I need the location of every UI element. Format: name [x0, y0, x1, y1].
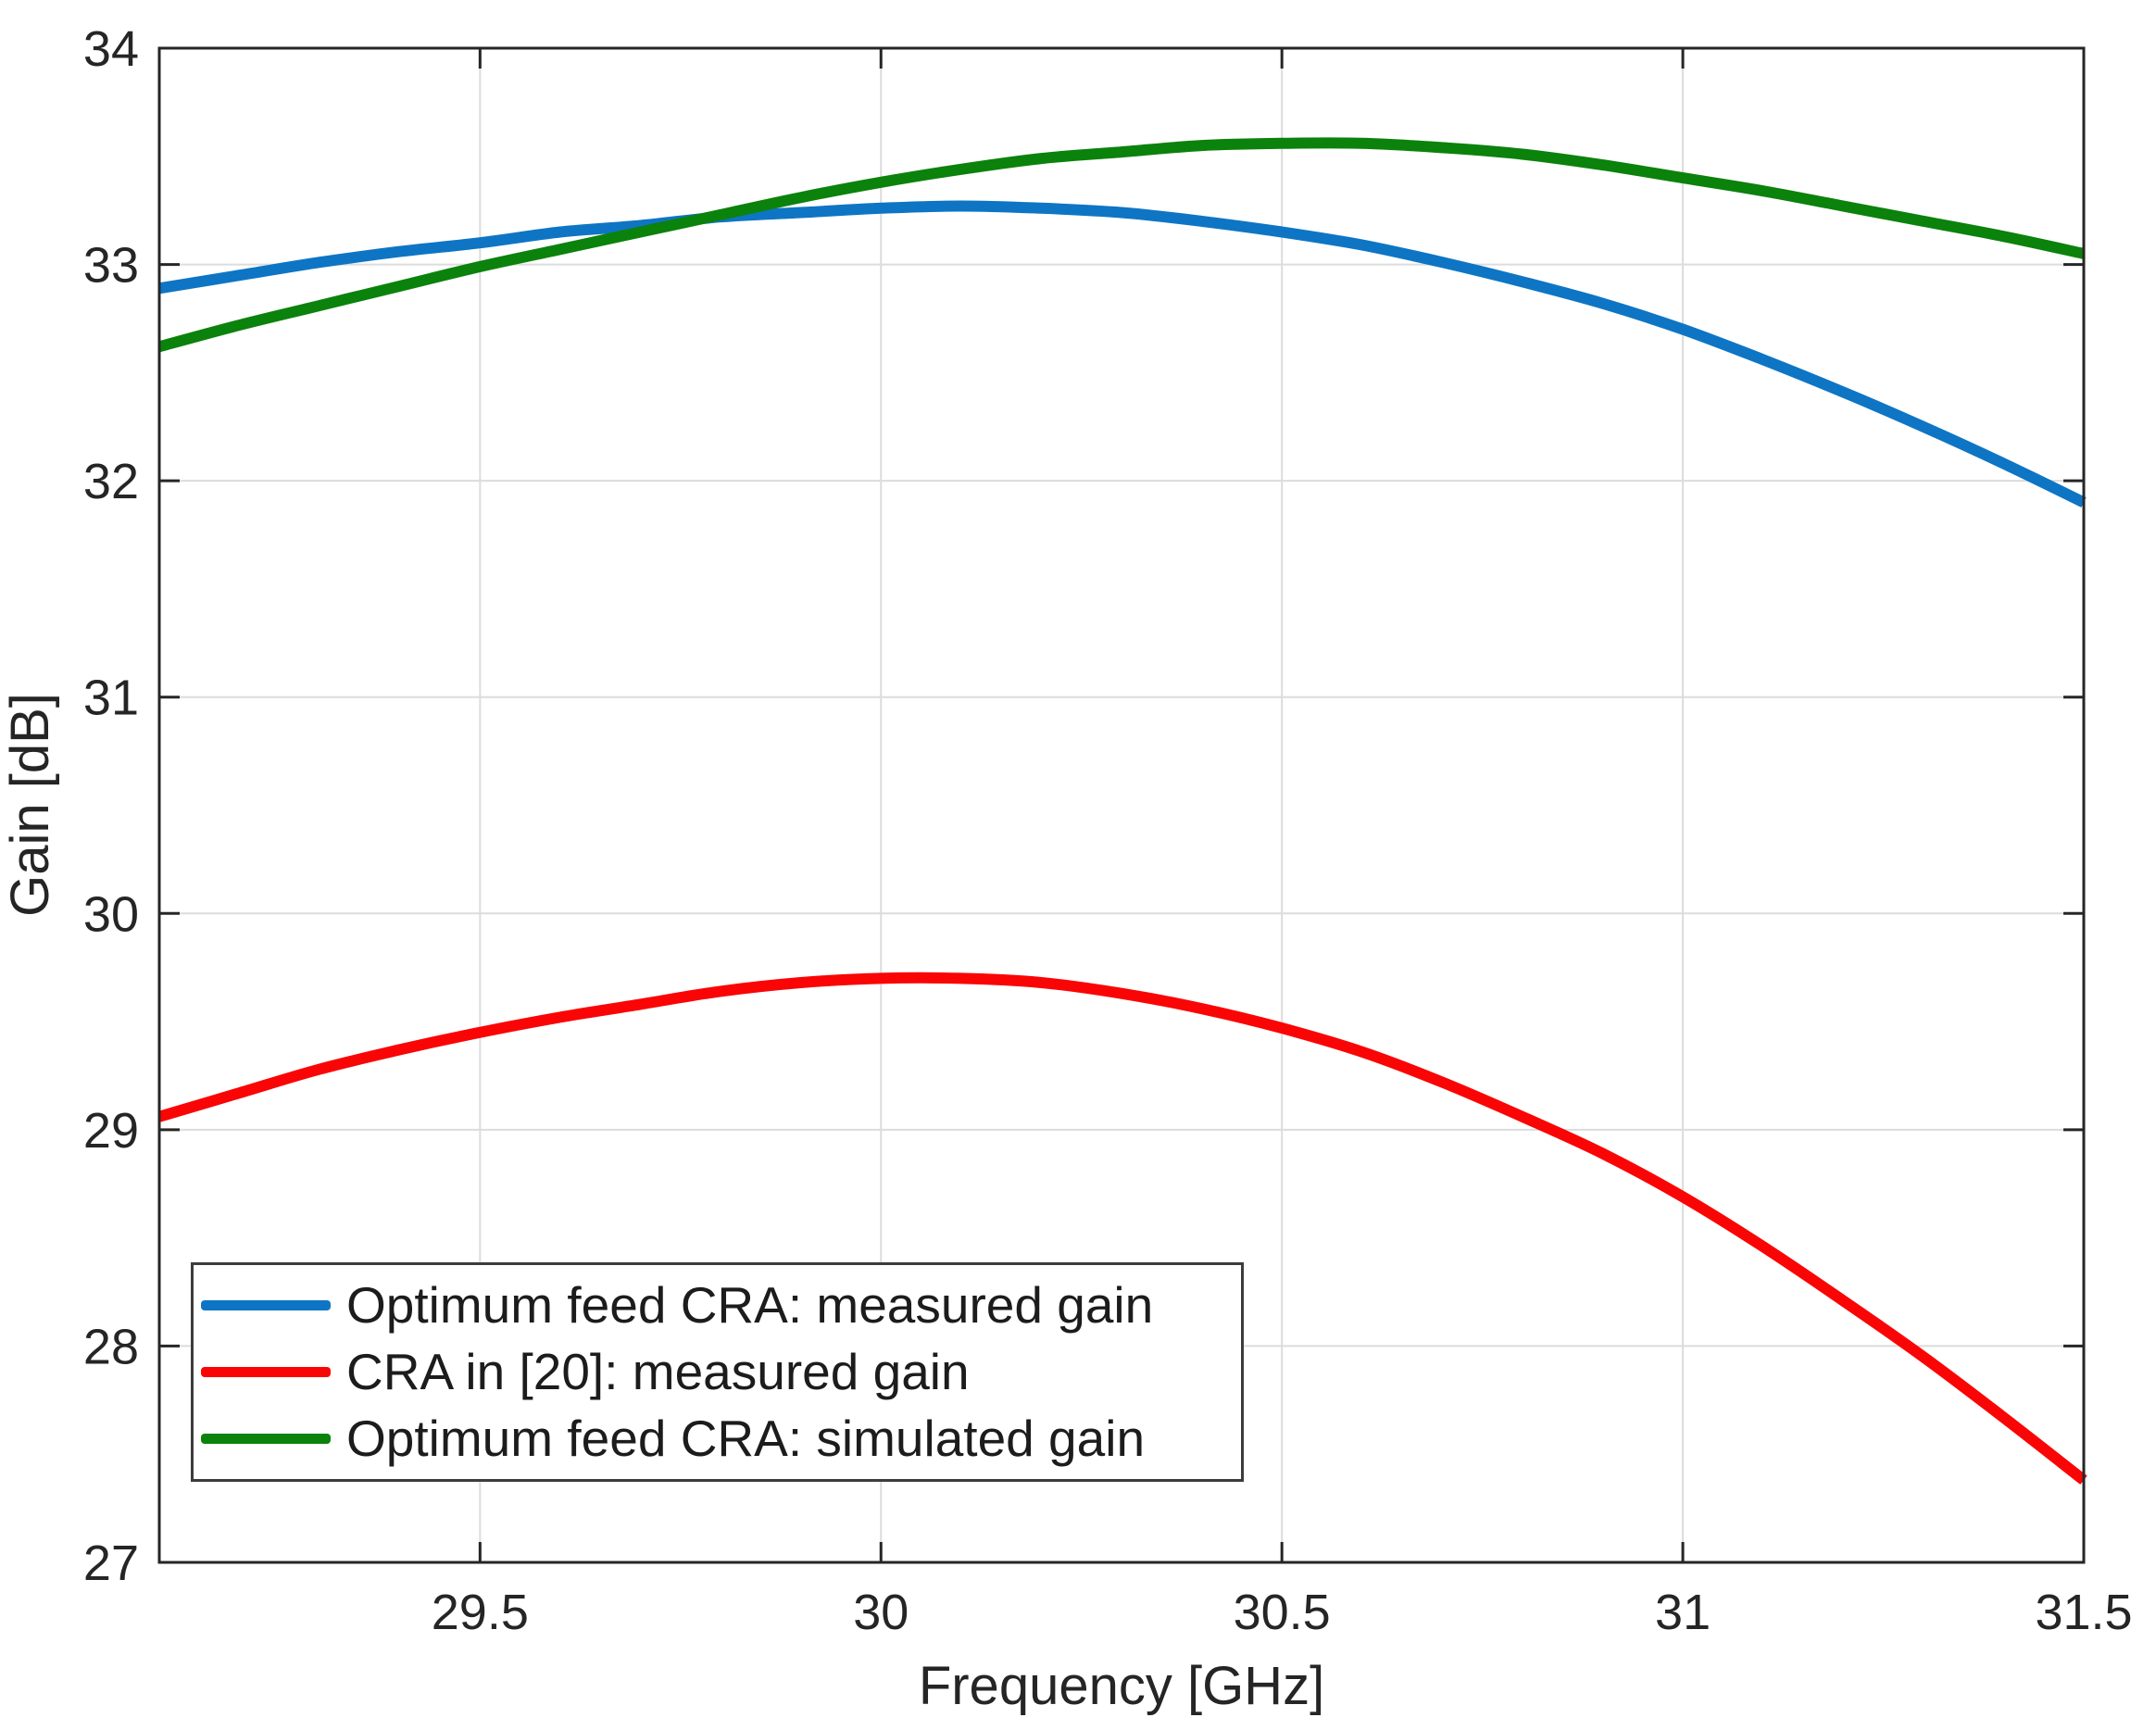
legend-line-swatch-blue [201, 1300, 331, 1311]
y-tick-label: 33 [83, 238, 139, 294]
y-tick-label: 32 [83, 454, 139, 509]
y-tick-label: 29 [83, 1103, 139, 1159]
legend-item-measured-gain: Optimum feed CRA: measured gain [194, 1272, 1241, 1339]
y-tick-label: 34 [83, 21, 139, 77]
legend-line-swatch-red [201, 1366, 331, 1377]
legend-label: Optimum feed CRA: measured gain [346, 1276, 1154, 1335]
y-axis-label: Gain [dB] [0, 693, 60, 917]
x-tick-label: 29.5 [432, 1585, 529, 1640]
curve-layer [157, 137, 2087, 1485]
legend-item-simulated-gain: Optimum feed CRA: simulated gain [194, 1405, 1241, 1472]
legend-box: Optimum feed CRA: measured gain CRA in [… [191, 1262, 1244, 1482]
y-tick-label: 27 [83, 1536, 139, 1591]
curve-simulated-gain-optimum-cra [157, 137, 2086, 353]
legend-line-swatch-green [201, 1433, 331, 1444]
x-axis-label: Frequency [GHz] [919, 1656, 1324, 1716]
x-tick-label: 30.5 [1234, 1585, 1331, 1640]
legend-item-cra20-measured-gain: CRA in [20]: measured gain [194, 1339, 1241, 1406]
x-tick-label: 31 [1655, 1585, 1711, 1640]
plot-border [157, 46, 2086, 1564]
x-tick-label: 30 [853, 1585, 909, 1640]
legend-label: CRA in [20]: measured gain [346, 1342, 970, 1400]
y-tick-label: 28 [83, 1319, 139, 1374]
tick-label-layer: 29.5 30 30.5 31 31.5 27 28 29 30 31 32 33 34 [83, 21, 2133, 1640]
curve-measured-gain-optimum-cra [158, 200, 2087, 508]
curve-measured-gain-cra-20 [157, 972, 2087, 1485]
y-tick-label: 31 [83, 671, 139, 726]
y-tick-label: 30 [83, 886, 139, 942]
legend-label: Optimum feed CRA: simulated gain [346, 1409, 1146, 1467]
x-tick-label: 31.5 [2035, 1585, 2132, 1640]
